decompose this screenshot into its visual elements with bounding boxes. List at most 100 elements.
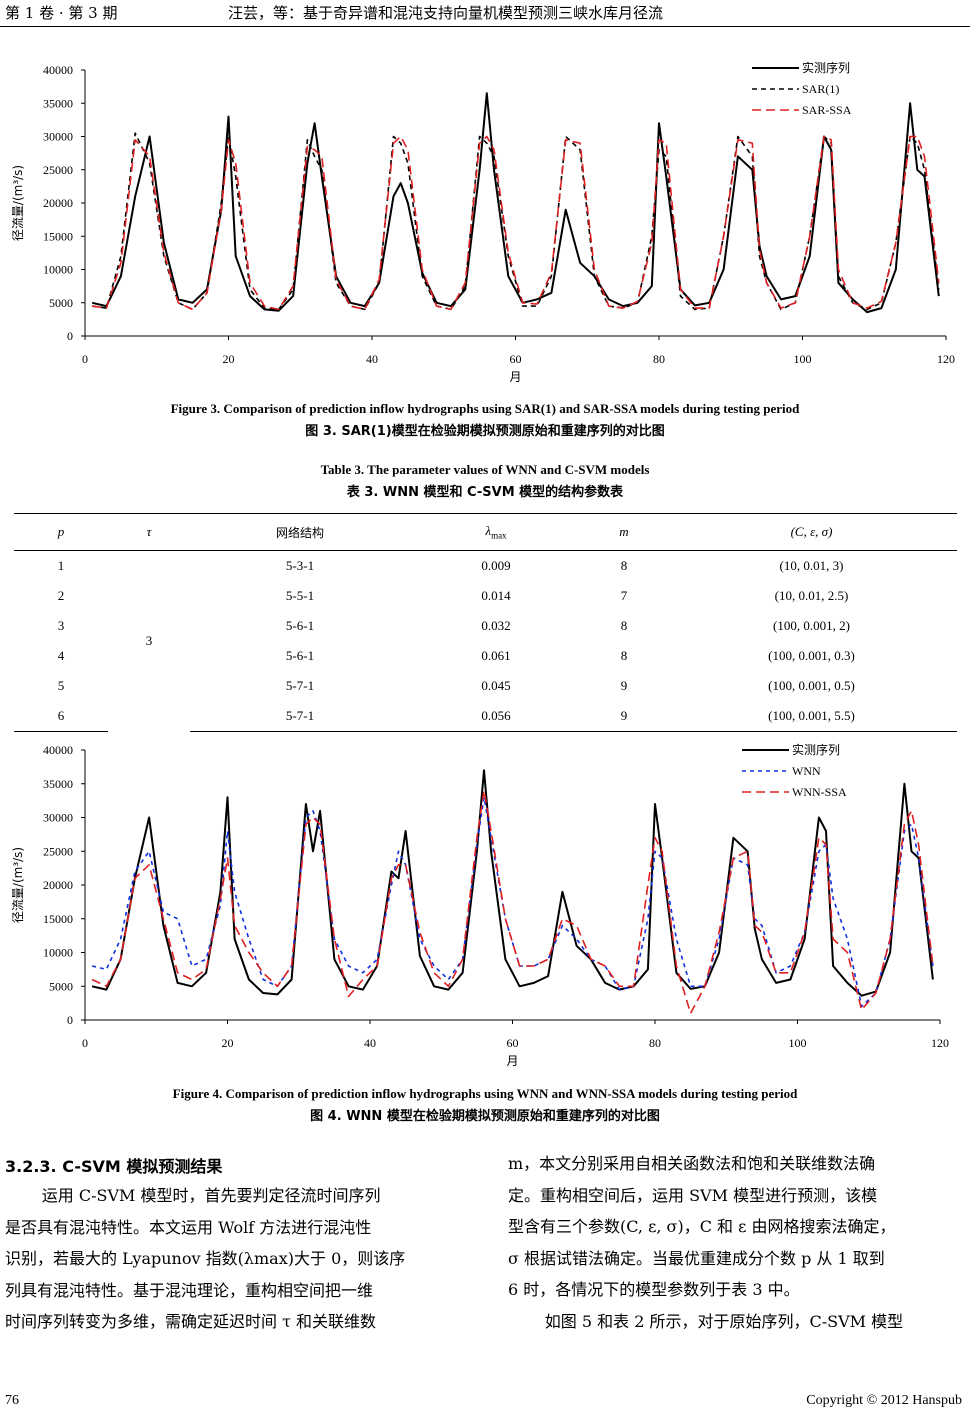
y-tick-label: 25000 xyxy=(43,844,73,858)
text-line: σ 根据试错法确定。当最优重建成分个数 p 从 1 取到 xyxy=(508,1248,885,1268)
series-line xyxy=(92,135,940,311)
right-column-text: m，本文分别采用自相关函数法和饱和关联维数法确 定。重构相空间后，运用 SVM 模… xyxy=(508,1148,966,1337)
x-tick-label: 120 xyxy=(931,1036,949,1050)
cell-m: 9 xyxy=(582,701,666,732)
y-tick-label: 0 xyxy=(67,1013,73,1027)
cell-network: 5-3-1 xyxy=(285,558,315,573)
table-row: 3 5-6-1 0.032 8 (100, 0.001, 2) xyxy=(14,611,957,641)
y-tick-label: 10000 xyxy=(43,263,73,277)
y-tick-label: 30000 xyxy=(43,130,73,144)
cell-params: (100, 0.001, 5.5) xyxy=(666,701,957,732)
cell-network: 5-5-1 xyxy=(285,588,315,603)
col-tau: τ xyxy=(108,513,190,551)
y-tick-label: 15000 xyxy=(43,912,73,926)
text-line: 识别，若最大的 Lyapunov 指数(λmax)大于 0，则该序 xyxy=(5,1249,406,1268)
x-tick-label: 20 xyxy=(222,1036,234,1050)
table-row: 2 5-5-1 0.014 7 (10, 0.01, 2.5) xyxy=(14,581,957,611)
y-tick-label: 40000 xyxy=(43,63,73,77)
cell-m: 8 xyxy=(620,618,628,633)
table-3: p τ 网络结构 λmax m (C, ε, σ) 1 3 5-3-1 0.009 8 (… xyxy=(14,513,957,732)
table-3-caption-zh: 表 3. WNN 模型和 C-SVM 模型的结构参数表 xyxy=(346,485,624,500)
series-line xyxy=(91,92,940,314)
cell-lambda: 0.014 xyxy=(481,588,511,603)
y-tick-label: 25000 xyxy=(43,163,73,177)
col-m: m xyxy=(582,513,666,551)
table-3-caption-en: Table 3. The parameter values of WNN and… xyxy=(320,462,650,477)
text-line: 是否具有混沌特性。本文运用 Wolf 方法进行混沌性 xyxy=(5,1217,372,1237)
col-params: (C, ε, σ) xyxy=(666,513,957,551)
cell-p: 3 xyxy=(57,618,65,633)
cell-m: 8 xyxy=(620,558,628,573)
y-axis-label: 径流量/(m³/s) xyxy=(11,165,25,241)
text-line: 时间序列转变为多维，需确定延迟时间 τ 和关联维数 xyxy=(5,1312,377,1331)
header-rule xyxy=(0,26,970,27)
y-tick-label: 35000 xyxy=(43,777,73,791)
x-tick-label: 60 xyxy=(510,352,522,366)
left-column-text: 运用 C-SVM 模型时，首先要判定径流时间序列是否具有混沌特性。本文运用 Wo… xyxy=(5,1180,463,1338)
cell-network: 5-7-1 xyxy=(190,701,410,732)
series-line xyxy=(92,132,940,311)
legend-label: 实测序列 xyxy=(802,60,850,75)
cell-tau: 3 xyxy=(145,633,153,649)
cell-params: (10, 0.01, 3) xyxy=(779,558,844,573)
x-tick-label: 80 xyxy=(653,352,665,366)
text-line: 运用 C-SVM 模型时，首先要判定径流时间序列 xyxy=(41,1186,381,1205)
y-tick-label: 30000 xyxy=(43,811,73,825)
figure-4-caption-zh: 图 4. WNN 模型在检验期模拟预测原始和重建序列的对比图 xyxy=(310,1109,660,1124)
cell-p: 4 xyxy=(57,648,65,663)
x-tick-label: 40 xyxy=(366,352,378,366)
cell-lambda: 0.056 xyxy=(410,701,582,732)
y-tick-label: 20000 xyxy=(43,196,73,210)
legend-label: WNN xyxy=(792,764,821,778)
y-tick-label: 15000 xyxy=(43,229,73,243)
text-line: 列具有混沌特性。基于混沌理论，重构相空间把一维 xyxy=(5,1280,374,1300)
x-tick-label: 100 xyxy=(794,352,812,366)
y-tick-label: 5000 xyxy=(49,296,73,310)
journal-issue: 第 1 卷 · 第 3 期 xyxy=(5,4,118,22)
y-tick-label: 35000 xyxy=(43,96,73,110)
x-tick-label: 40 xyxy=(364,1036,376,1050)
legend-label: WNN-SSA xyxy=(792,785,847,799)
cell-p: 6 xyxy=(14,701,108,732)
x-tick-label: 0 xyxy=(82,1036,88,1050)
x-tick-label: 80 xyxy=(649,1036,661,1050)
legend-label: 实测序列 xyxy=(792,742,840,757)
cell-params: (100, 0.001, 0.5) xyxy=(768,678,855,693)
figure-3-caption-zh: 图 3. SAR(1)模型在检验期模拟预测原始和重建序列的对比图 xyxy=(305,424,665,439)
x-tick-label: 0 xyxy=(82,352,88,366)
text-line: 如图 5 和表 2 所示，对于原始序列，C-SVM 模型 xyxy=(544,1311,904,1331)
cell-lambda: 0.061 xyxy=(481,648,511,663)
cell-m: 9 xyxy=(620,678,628,693)
col-network: 网络结构 xyxy=(190,513,410,551)
cell-m: 7 xyxy=(620,588,628,603)
y-tick-label: 10000 xyxy=(43,946,73,960)
table-row: 6 5-7-1 0.056 9 (100, 0.001, 5.5) xyxy=(14,701,957,732)
running-title: 汪芸，等：基于奇异谱和混沌支持向量机模型预测三峡水库月径流 xyxy=(228,4,664,22)
table-row: 1 3 5-3-1 0.009 8 (10, 0.01, 3) xyxy=(14,551,957,648)
series-line xyxy=(91,769,934,997)
y-tick-label: 0 xyxy=(67,329,73,343)
cell-p: 2 xyxy=(57,588,65,603)
cell-params: (100, 0.001, 2) xyxy=(773,618,850,633)
figure-4-chart: 0 5000 10000 15000 20000 25000 30000 35000 40000… xyxy=(11,742,949,1068)
page-number: 76 xyxy=(5,1393,19,1408)
section-heading: 3.2.3. C-SVM 模拟预测结果 xyxy=(5,1157,223,1176)
table-row: 4 5-6-1 0.061 8 (100, 0.001, 0.3) xyxy=(14,641,957,671)
figure-4-caption-en: Figure 4. Comparison of prediction inflo… xyxy=(172,1086,798,1101)
legend-label: SAR-SSA xyxy=(802,103,852,117)
cell-lambda: 0.045 xyxy=(481,678,511,693)
table-row: 5 5-7-1 0.045 9 (100, 0.001, 0.5) xyxy=(14,671,957,701)
series-line xyxy=(91,789,934,1015)
cell-p: 5 xyxy=(57,678,65,693)
col-lambda: λmax xyxy=(410,513,582,551)
text-line: 定。重构相空间后，运用 SVM 模型进行预测，该模 xyxy=(508,1185,878,1205)
cell-params: (10, 0.01, 2.5) xyxy=(774,588,849,603)
cell-lambda: 0.009 xyxy=(481,558,511,573)
col-p: p xyxy=(14,513,108,551)
legend-label: SAR(1) xyxy=(802,82,839,96)
figure-3-chart: 0 5000 10000 15000 20000 25000 30000 35000 40000… xyxy=(11,60,955,384)
figure-3-caption-en: Figure 3. Comparison of prediction inflo… xyxy=(170,401,800,416)
text-line: m，本文分别采用自相关函数法和饱和关联维数法确 xyxy=(508,1154,876,1173)
x-tick-label: 60 xyxy=(507,1036,519,1050)
x-axis-label: 月 xyxy=(509,370,521,384)
